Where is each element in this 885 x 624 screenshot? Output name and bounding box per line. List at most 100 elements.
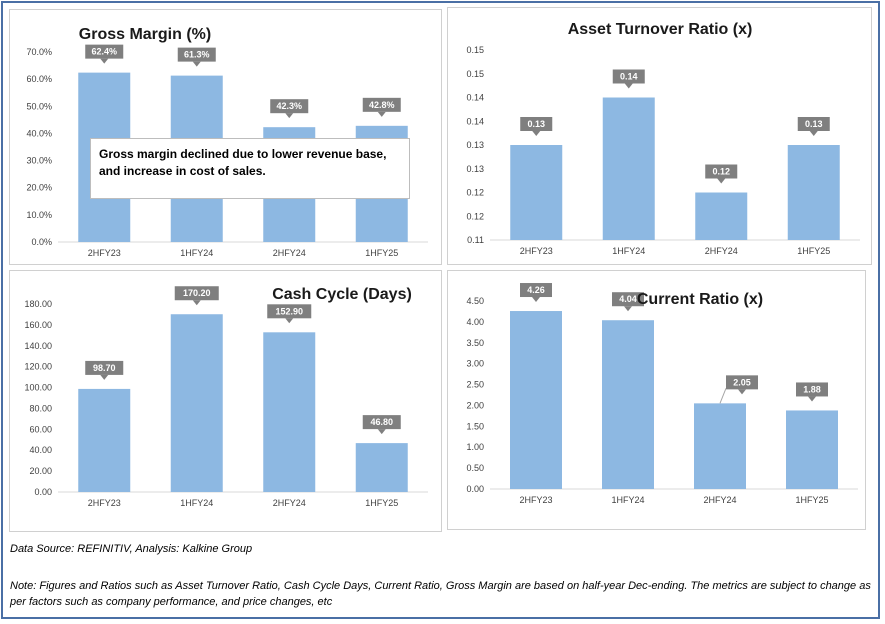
data-label-box [726, 375, 758, 390]
x-tick-label: 1HFY25 [795, 495, 828, 505]
y-tick-label: 4.00 [466, 317, 484, 327]
data-label: 0.13 [797, 117, 830, 136]
y-tick-label: 0.12 [466, 211, 484, 221]
data-label: 46.80 [362, 415, 401, 435]
data-label-box [796, 382, 828, 397]
x-tick-label: 2HFY24 [273, 248, 306, 258]
data-source: Data Source: REFINITIV, Analysis: Kalkin… [10, 543, 253, 555]
data-label-text: 2.05 [733, 377, 751, 387]
y-tick-label: 180.00 [24, 299, 52, 309]
y-tick-label: 120.00 [24, 362, 52, 372]
data-label-box [705, 164, 738, 179]
y-axis: 0.00 20.00 40.00 60.00 80.00 100.00 120.00 140.… [24, 299, 52, 497]
bar [170, 314, 223, 492]
y-tick-label: 2.50 [466, 380, 484, 390]
bar [78, 388, 131, 492]
data-label-pointer [100, 374, 109, 380]
data-label-pointer [532, 131, 541, 136]
y-tick-label: 0.11 [467, 235, 484, 245]
data-label-box [612, 292, 644, 307]
y-tick-label: 100.00 [24, 383, 52, 393]
data-label-pointer [285, 318, 294, 324]
y-tick-label: 60.0% [26, 74, 52, 84]
x-tick-label: 1HFY25 [365, 498, 398, 508]
data-label: 61.3% [177, 47, 216, 67]
y-tick-label: 60.00 [29, 424, 52, 434]
y-tick-label: 0.50 [466, 463, 484, 473]
data-label: 4.26 [520, 283, 552, 303]
data-label: 0.13 [520, 117, 553, 136]
data-label-box [270, 99, 309, 114]
data-label-text: 46.80 [370, 417, 393, 427]
y-tick-label: 140.00 [24, 341, 52, 351]
gross-margin-annotation: Gross margin declined due to lower reven… [90, 138, 410, 199]
data-label-box [362, 97, 401, 112]
x-tick-label: 1HFY25 [797, 246, 830, 256]
bar [694, 403, 746, 489]
data-label-box [174, 286, 219, 301]
y-tick-label: 0.13 [466, 140, 484, 150]
data-label-pointer [192, 61, 201, 67]
y-tick-label: 40.00 [29, 445, 52, 455]
y-tick-label: 1.00 [466, 442, 484, 452]
cash-cycle-panel: 0.00 20.00 40.00 60.00 80.00 100.00 120.00 140.… [9, 270, 442, 532]
chart-title: Cash Cycle (Days) [272, 286, 412, 303]
x-tick-label: 1HFY24 [180, 248, 213, 258]
x-tick-label: 1HFY25 [365, 248, 398, 258]
data-label-text: 4.04 [619, 294, 637, 304]
data-label-box [797, 117, 830, 131]
data-label-text: 152.90 [275, 306, 303, 316]
data-label-pointer [624, 306, 632, 312]
data-label: 152.90 [267, 304, 312, 324]
data-label-pointer [809, 131, 818, 136]
bar [787, 145, 840, 240]
data-label: 1.88 [796, 382, 828, 402]
y-axis: 0.0% 10.0% 20.0% 30.0% 40.0% 50.0% 60.0% 70.0% [26, 47, 52, 247]
data-label-text: 0.12 [712, 167, 730, 177]
data-label-box [520, 117, 553, 131]
data-label: 0.12 [705, 164, 738, 184]
y-tick-label: 50.0% [26, 101, 52, 111]
asset-turnover-panel: 0.11 0.12 0.12 0.13 0.13 0.14 0.14 0.15 0.15 2HFY… [447, 7, 872, 265]
x-tick-label: 2HFY24 [705, 246, 738, 256]
current-ratio-panel: 0.00 0.50 1.00 1.50 2.00 2.50 3.00 3.50 4.00 4.50… [447, 270, 866, 530]
data-label: 98.70 [85, 360, 124, 380]
x-tick-label: 2HFY23 [519, 495, 552, 505]
y-tick-label: 0.14 [466, 116, 484, 126]
data-label-pointer [192, 300, 201, 306]
y-tick-label: 40.0% [26, 128, 52, 138]
x-tick-label: 2HFY23 [88, 248, 121, 258]
data-label: 42.8% [362, 97, 401, 117]
data-label-pointer [377, 429, 386, 435]
footnote: Note: Figures and Ratios such as Asset T… [10, 580, 871, 608]
y-tick-label: 80.00 [29, 403, 52, 413]
chart-title: Asset Turnover Ratio (x) [568, 21, 753, 38]
x-tick-label: 2HFY23 [88, 498, 121, 508]
chart-title: Gross Margin (%) [79, 26, 211, 43]
data-label-box [267, 304, 312, 319]
data-label-text: 98.70 [93, 363, 116, 373]
data-label: 4.04 [612, 292, 644, 312]
data-label-pointer [100, 58, 109, 64]
data-label: 62.4% [85, 44, 124, 64]
asset-turnover-chart: 0.11 0.12 0.12 0.13 0.13 0.14 0.14 0.15 0.15 2HFY… [466, 21, 860, 256]
bar [602, 320, 654, 489]
x-tick-label: 1HFY24 [180, 498, 213, 508]
bar [695, 192, 748, 240]
current-ratio-chart: 0.00 0.50 1.00 1.50 2.00 2.50 3.00 3.50 4.00 4.50… [466, 283, 858, 505]
y-tick-label: 2.00 [466, 400, 484, 410]
y-tick-label: 20.0% [26, 183, 52, 193]
x-tick-label: 2HFY24 [703, 495, 736, 505]
y-axis: 0.00 0.50 1.00 1.50 2.00 2.50 3.00 3.50 4.00 4.50 [466, 296, 484, 494]
cash-cycle-chart: 0.00 20.00 40.00 60.00 80.00 100.00 120.00 140.… [24, 286, 428, 508]
data-label-text: 170.20 [183, 288, 211, 298]
y-tick-label: 3.50 [466, 338, 484, 348]
data-label-text: 42.3% [276, 101, 302, 111]
data-label-pointer [532, 297, 540, 303]
data-label-text: 4.26 [527, 285, 545, 295]
data-label: 170.20 [174, 286, 219, 306]
y-tick-label: 0.13 [466, 164, 484, 174]
gross-margin-panel: 0.0% 10.0% 20.0% 30.0% 40.0% 50.0% 60.0% 70.0% 2… [9, 9, 442, 265]
y-tick-label: 3.00 [466, 359, 484, 369]
data-label: 42.3% [270, 99, 309, 119]
